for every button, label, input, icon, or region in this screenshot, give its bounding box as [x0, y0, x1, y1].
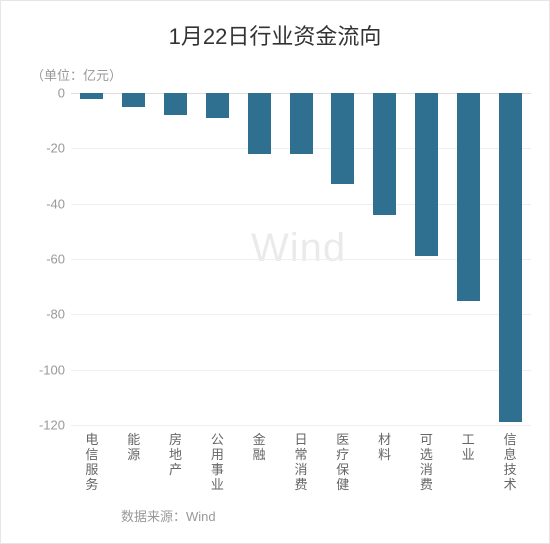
x-category-label: 可选消费	[406, 425, 448, 493]
bar	[499, 93, 522, 422]
x-category-label: 材料	[364, 425, 406, 463]
y-tick-label: 0	[58, 86, 71, 101]
unit-label: （单位：亿元）	[31, 65, 122, 84]
source-label: 数据来源：Wind	[121, 506, 216, 525]
x-category-label: 金融	[238, 425, 280, 463]
y-tick-label: -80	[46, 307, 71, 322]
y-tick-label: -60	[46, 252, 71, 267]
bar	[122, 93, 145, 107]
chart-container: 1月22日行业资金流向 （单位：亿元） Wind 0-20-40-60-80-1…	[0, 0, 550, 544]
bar	[80, 93, 103, 99]
gridline	[71, 314, 531, 315]
y-tick-label: -100	[39, 362, 71, 377]
bar	[164, 93, 187, 115]
x-category-label: 房地产	[155, 425, 197, 478]
bar	[331, 93, 354, 184]
x-category-label: 医疗保健	[322, 425, 364, 493]
bar	[248, 93, 271, 154]
x-category-label: 日常消费	[280, 425, 322, 493]
bar	[290, 93, 313, 154]
x-category-label: 信息技术	[489, 425, 531, 493]
gridline	[71, 370, 531, 371]
y-tick-label: -20	[46, 141, 71, 156]
x-category-label: 工业	[447, 425, 489, 463]
chart-title: 1月22日行业资金流向	[1, 19, 549, 51]
y-tick-label: -120	[39, 418, 71, 433]
y-tick-label: -40	[46, 196, 71, 211]
bar	[206, 93, 229, 118]
x-category-label: 电信服务	[71, 425, 113, 493]
x-category-label: 能源	[113, 425, 155, 463]
bar	[415, 93, 438, 256]
bar	[373, 93, 396, 215]
plot-area: 0-20-40-60-80-100-120电信服务能源房地产公用事业金融日常消费…	[71, 93, 531, 425]
x-category-label: 公用事业	[196, 425, 238, 493]
bar	[457, 93, 480, 301]
